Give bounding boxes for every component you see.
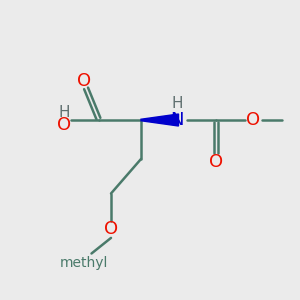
Text: H: H [59, 105, 70, 120]
Text: O: O [57, 116, 72, 134]
Polygon shape [141, 114, 178, 126]
Text: H: H [171, 96, 183, 111]
Text: O: O [77, 72, 91, 90]
Text: methyl: methyl [60, 256, 108, 269]
Text: O: O [209, 153, 223, 171]
Text: O: O [246, 111, 261, 129]
Text: O: O [104, 220, 118, 238]
Text: N: N [170, 111, 184, 129]
